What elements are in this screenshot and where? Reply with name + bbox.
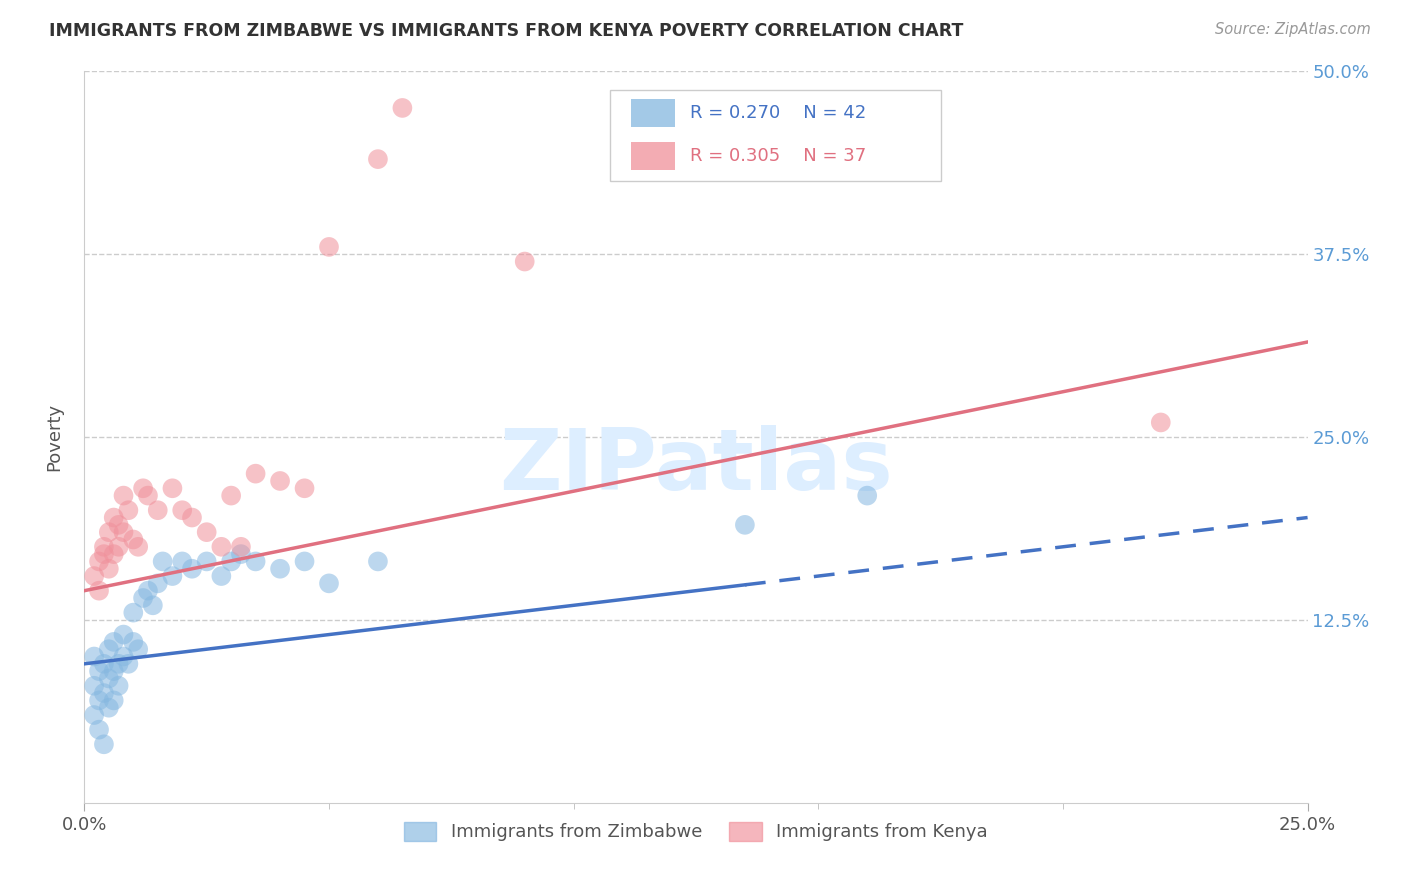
Text: IMMIGRANTS FROM ZIMBABWE VS IMMIGRANTS FROM KENYA POVERTY CORRELATION CHART: IMMIGRANTS FROM ZIMBABWE VS IMMIGRANTS F… bbox=[49, 22, 963, 40]
Point bbox=[87, 723, 110, 737]
Point bbox=[83, 649, 105, 664]
Point bbox=[103, 693, 125, 707]
Point bbox=[122, 606, 145, 620]
Text: R = 0.305    N = 37: R = 0.305 N = 37 bbox=[690, 147, 866, 165]
Point bbox=[219, 554, 242, 568]
Point bbox=[127, 540, 149, 554]
Point bbox=[162, 481, 184, 495]
Point bbox=[112, 627, 135, 641]
Bar bbox=[631, 143, 675, 170]
Point bbox=[146, 503, 169, 517]
Point bbox=[181, 562, 204, 576]
Point bbox=[856, 489, 879, 503]
Point bbox=[112, 489, 135, 503]
Point bbox=[87, 583, 110, 598]
Point bbox=[209, 540, 232, 554]
Point bbox=[172, 554, 194, 568]
Y-axis label: Poverty: Poverty bbox=[45, 403, 63, 471]
Point bbox=[87, 693, 110, 707]
Point bbox=[132, 591, 155, 605]
Point bbox=[97, 672, 120, 686]
FancyBboxPatch shape bbox=[610, 90, 941, 181]
Point bbox=[107, 540, 129, 554]
Point bbox=[136, 489, 159, 503]
Text: R = 0.270    N = 42: R = 0.270 N = 42 bbox=[690, 103, 866, 121]
Point bbox=[112, 525, 135, 540]
Point bbox=[142, 599, 165, 613]
Point bbox=[87, 554, 110, 568]
Point bbox=[136, 583, 159, 598]
Point bbox=[132, 481, 155, 495]
Point bbox=[97, 642, 120, 657]
Bar bbox=[631, 99, 675, 127]
Point bbox=[122, 533, 145, 547]
Point bbox=[83, 708, 105, 723]
Point bbox=[93, 686, 115, 700]
Point bbox=[294, 481, 316, 495]
Point bbox=[318, 240, 340, 254]
Point bbox=[294, 554, 316, 568]
Point bbox=[245, 554, 267, 568]
Point bbox=[318, 576, 340, 591]
Point bbox=[734, 517, 756, 532]
Point bbox=[103, 547, 125, 561]
Text: ZIPatlas: ZIPatlas bbox=[499, 425, 893, 508]
Point bbox=[103, 635, 125, 649]
Point bbox=[97, 562, 120, 576]
Point bbox=[107, 517, 129, 532]
Point bbox=[146, 576, 169, 591]
Point bbox=[83, 679, 105, 693]
Text: Source: ZipAtlas.com: Source: ZipAtlas.com bbox=[1215, 22, 1371, 37]
Point bbox=[107, 657, 129, 671]
Point bbox=[122, 635, 145, 649]
Point bbox=[103, 510, 125, 524]
Point bbox=[367, 152, 389, 166]
Point bbox=[107, 679, 129, 693]
Point bbox=[181, 510, 204, 524]
Point bbox=[93, 547, 115, 561]
Point bbox=[269, 474, 291, 488]
Point bbox=[245, 467, 267, 481]
Point bbox=[172, 503, 194, 517]
Point bbox=[152, 554, 174, 568]
Point bbox=[269, 562, 291, 576]
Point bbox=[93, 657, 115, 671]
Point bbox=[229, 540, 252, 554]
Point bbox=[195, 554, 218, 568]
Point bbox=[391, 101, 413, 115]
Point bbox=[112, 649, 135, 664]
Point bbox=[93, 540, 115, 554]
Point bbox=[117, 503, 139, 517]
Point bbox=[195, 525, 218, 540]
Point bbox=[87, 664, 110, 678]
Point bbox=[367, 554, 389, 568]
Point bbox=[83, 569, 105, 583]
Point bbox=[209, 569, 232, 583]
Point bbox=[97, 525, 120, 540]
Legend: Immigrants from Zimbabwe, Immigrants from Kenya: Immigrants from Zimbabwe, Immigrants fro… bbox=[396, 814, 995, 848]
Point bbox=[97, 700, 120, 714]
Point bbox=[103, 664, 125, 678]
Point bbox=[513, 254, 536, 268]
Point bbox=[1150, 416, 1173, 430]
Point bbox=[93, 737, 115, 751]
Point bbox=[117, 657, 139, 671]
Point bbox=[162, 569, 184, 583]
Point bbox=[127, 642, 149, 657]
Point bbox=[219, 489, 242, 503]
Point bbox=[229, 547, 252, 561]
